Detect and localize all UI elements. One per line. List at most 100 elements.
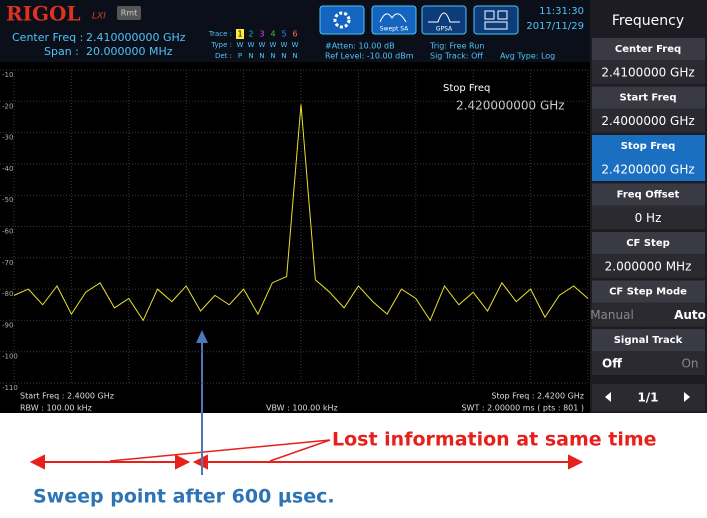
y-tick-label: -40 [2, 165, 13, 173]
swept-icon [379, 13, 407, 23]
swt: SWT : 2.00000 ms ( pts : 801 ) [461, 404, 584, 413]
trace-number: 2 [248, 30, 253, 39]
sweep-annotation: Sweep point after 600 µsec. [33, 486, 335, 508]
trace-det: P [238, 52, 242, 60]
arrow-head [175, 454, 191, 470]
gear-icon [333, 11, 351, 29]
menu-option[interactable]: Manual [590, 308, 634, 322]
trig: Trig: Free Run [429, 42, 484, 51]
y-tick-label: -100 [2, 353, 18, 361]
menu-option[interactable]: Auto [674, 308, 706, 322]
menu-item-header [592, 329, 705, 351]
trace-number: 6 [292, 30, 297, 39]
arrow-head [29, 454, 45, 470]
next-arrow[interactable] [684, 392, 690, 402]
trace-number: 4 [270, 30, 275, 39]
marker-label: Stop Freq [443, 83, 490, 94]
menu-item-label: Signal Track [614, 335, 683, 346]
y-tick-label: -110 [2, 384, 18, 392]
arrow-head [568, 454, 584, 470]
trace-type: W [281, 41, 288, 49]
ref-level: Ref Level: -10.00 dBm [325, 52, 414, 61]
menu-item-value: 2.4100000 GHz [601, 66, 694, 80]
center-freq-value: 2.410000000 GHz [86, 31, 186, 44]
swept-label: Swept SA [380, 26, 409, 33]
rmt-box [117, 6, 141, 20]
y-tick-label: -20 [2, 102, 13, 110]
annotation-arrows [29, 439, 584, 470]
menu-item-label: Stop Freq [621, 141, 676, 152]
trace-active [236, 29, 244, 39]
stop-freq: Stop Freq : 2.4200 GHz [491, 392, 584, 401]
y-tick-label: -30 [2, 134, 13, 142]
swept-button[interactable] [371, 5, 417, 35]
menu-item-label: Freq Offset [617, 190, 680, 201]
menu-item-header [592, 280, 705, 303]
menu-option[interactable]: Off [602, 357, 622, 371]
menu-item-value: 2.4000000 GHz [601, 114, 694, 128]
marker-value: 2.420000000 GHz [456, 99, 565, 113]
trace-number: 5 [281, 30, 286, 39]
menu-item-value: 2.000000 MHz [605, 260, 692, 274]
screen-bg [0, 0, 590, 413]
center-freq-label: Center Freq : [12, 31, 83, 44]
trace-type: W [259, 41, 266, 49]
y-tick-label: -50 [2, 196, 13, 204]
trace-type: W [292, 41, 299, 49]
type-label: Type : [210, 41, 232, 49]
rmt: Rmt [121, 9, 138, 18]
y-tick-label: -60 [2, 228, 13, 236]
det-label: Det : [215, 52, 232, 60]
menu-item-header [592, 86, 705, 109]
layout-button[interactable] [473, 5, 519, 35]
trace-det: N [270, 52, 275, 60]
menu-title: Frequency [612, 13, 684, 29]
pointer-line [269, 439, 331, 462]
avg-type: Avg Type: Log [500, 52, 555, 61]
trace-type: W [248, 41, 255, 49]
trace-number: 1 [237, 30, 242, 39]
trace-det: N [292, 52, 297, 60]
menu-item-label: Center Freq [615, 44, 681, 55]
trace-label: Trace : [208, 30, 232, 38]
gpsa-icon [428, 12, 460, 23]
menu-item-header [592, 232, 705, 254]
trace-type: W [270, 41, 277, 49]
menu-item-label: CF Step [626, 238, 670, 249]
y-tick-label: -80 [2, 290, 13, 298]
date: 2017/11/29 [526, 21, 584, 32]
y-tick-label: -90 [2, 321, 13, 329]
rbw: RBW : 100.00 kHz [20, 404, 92, 413]
sweep-arrow-head [196, 330, 208, 343]
y-tick-label: -70 [2, 259, 13, 267]
menu-option[interactable]: On [681, 357, 698, 371]
span-label: Span : [44, 45, 79, 58]
layout-icon [484, 10, 495, 20]
y-tick-label: -10 [2, 71, 13, 79]
lxi: LXI [92, 12, 106, 22]
lost-annotation: Lost information at same time [332, 429, 657, 451]
trace-det: N [259, 52, 264, 60]
menu-item-header [592, 135, 705, 157]
logo: RIGOL [6, 2, 81, 26]
menu-item-header [592, 183, 705, 206]
sig-track: Sig Track: Off [430, 52, 483, 61]
start-freq: Start Freq : 2.4000 GHz [20, 392, 114, 401]
gpsa-label: GPSA [436, 26, 453, 33]
menu-item-label: CF Step Mode [609, 287, 687, 298]
atten: #Atten: 10.00 dB [325, 42, 395, 51]
trace-number: 3 [259, 30, 264, 39]
page-indicator: 1/1 [637, 391, 658, 405]
trace-type: W [237, 41, 244, 49]
pointer-line [109, 439, 331, 462]
settings-button[interactable] [319, 5, 365, 35]
menu-item-label: Start Freq [620, 93, 677, 104]
prev-arrow[interactable] [605, 392, 611, 402]
trace [13, 104, 589, 322]
layout-icon [484, 21, 508, 30]
gpsa-button[interactable] [421, 5, 467, 35]
vbw: VBW : 100.00 kHz [266, 404, 338, 413]
span-value: 20.000000 MHz [86, 45, 173, 58]
